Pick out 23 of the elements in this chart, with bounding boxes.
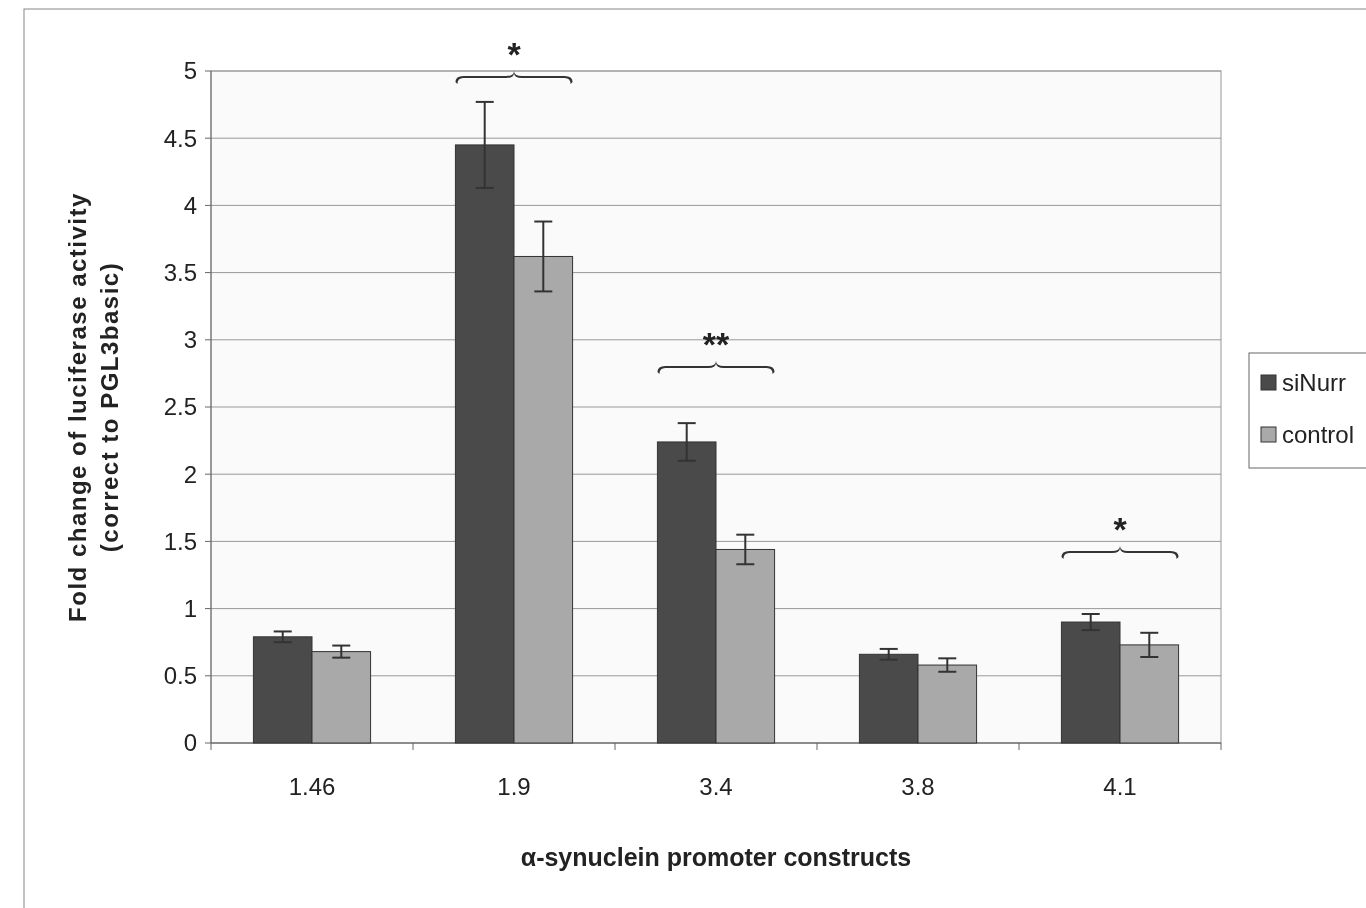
y-tick-label: 2 — [183, 460, 197, 488]
x-tick-label: 1.46 — [288, 773, 336, 800]
x-tick-label: 3.4 — [699, 773, 733, 800]
y-tick-label: 2.5 — [163, 393, 197, 421]
annotation: ** — [702, 325, 730, 363]
y-tick-label: 3 — [183, 326, 197, 354]
y-tick-label: 4.5 — [163, 124, 197, 152]
legend-label: control — [1282, 421, 1355, 449]
x-tick-label: 4.1 — [1103, 773, 1137, 800]
y-axis-title: Fold change of luciferase activity (correct to PGL3basic) — [64, 192, 123, 622]
y-tick-label: 1.5 — [163, 527, 197, 555]
y-tick-label: 0.5 — [163, 662, 197, 690]
x-tick-label: 1.9 — [497, 773, 531, 800]
y-tick-label: 3.5 — [163, 259, 197, 286]
annotation: * — [1113, 510, 1128, 548]
y-tick-label: 4 — [183, 191, 197, 219]
x-tick-label: 3.8 — [901, 773, 935, 800]
y-tick-label: 0 — [183, 729, 197, 757]
annotation: * — [507, 35, 522, 73]
legend-label: siNurr — [1282, 369, 1346, 397]
y-tick-label: 5 — [183, 57, 197, 85]
x-axis-title: α-synuclein promoter constructs — [520, 843, 912, 871]
y-tick-label: 1 — [183, 595, 197, 622]
